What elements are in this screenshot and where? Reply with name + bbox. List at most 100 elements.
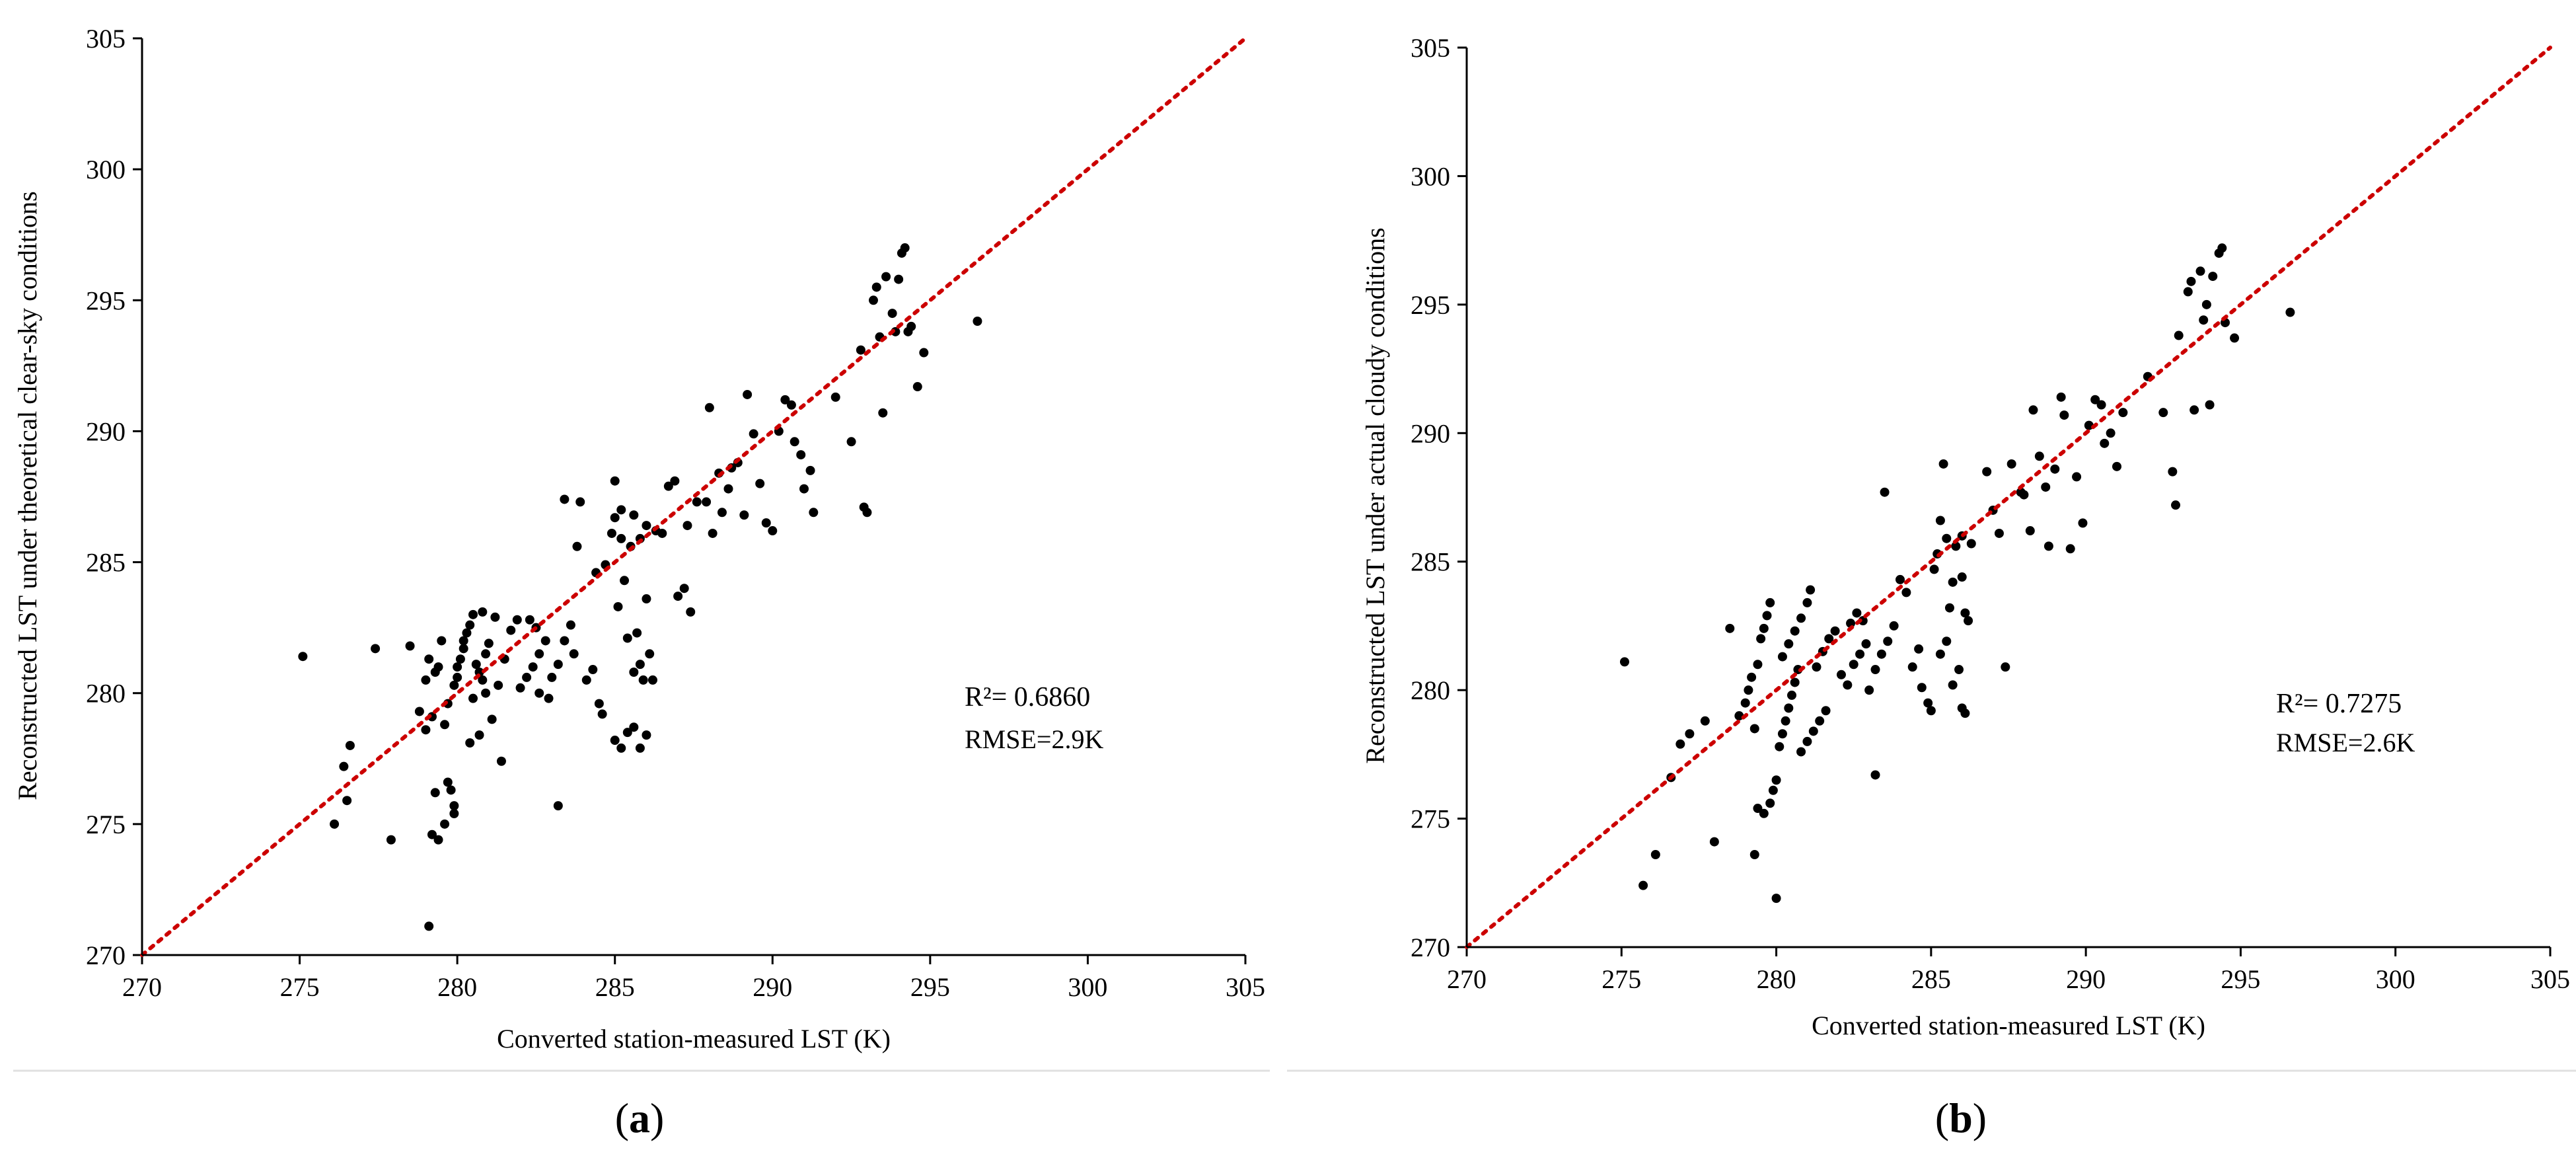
data-point (553, 801, 563, 811)
data-point (1771, 894, 1781, 904)
data-point (2230, 333, 2240, 343)
data-point (2072, 472, 2082, 482)
y-tick-label: 275 (1411, 804, 1450, 834)
y-tick-label: 290 (1411, 418, 1450, 448)
data-point (575, 497, 585, 507)
data-point (610, 513, 620, 523)
panel-caption-letter: b (1949, 1095, 1973, 1141)
data-point (613, 601, 623, 611)
x-tick-label: 290 (753, 972, 792, 1002)
data-point (2100, 438, 2110, 448)
data-point (686, 607, 696, 617)
data-point (528, 662, 538, 672)
data-point (581, 675, 591, 685)
data-point (830, 392, 840, 402)
data-point (560, 494, 570, 504)
data-point (761, 518, 771, 528)
data-point (1982, 467, 1992, 477)
data-point (330, 819, 340, 829)
data-point (679, 584, 689, 594)
data-point (449, 801, 459, 811)
one-to-one-line (140, 36, 1247, 957)
y-tick-label: 270 (86, 941, 126, 970)
data-point (481, 649, 491, 659)
data-point (1744, 685, 1753, 695)
data-point (1619, 657, 1629, 667)
data-point (1753, 660, 1763, 670)
y-tick-label: 270 (1411, 933, 1450, 962)
data-point (484, 638, 494, 648)
data-point (1740, 698, 1750, 708)
data-point (670, 476, 680, 486)
data-point (1994, 528, 2004, 538)
data-point (437, 636, 447, 646)
data-point (616, 533, 626, 543)
data-point (790, 437, 799, 447)
data-point (2118, 408, 2128, 418)
r-squared-annotation: R²= 0.7275 (2276, 689, 2402, 719)
data-point (427, 829, 437, 839)
data-point (2001, 662, 2010, 672)
data-point (487, 714, 497, 724)
data-point (1948, 680, 1958, 690)
data-point (1650, 850, 1660, 860)
data-point (1806, 585, 1816, 595)
panel-caption: (b) (1935, 1095, 1987, 1141)
data-point (440, 720, 450, 730)
panel-caption-letter: a (629, 1095, 650, 1141)
data-point (799, 484, 809, 494)
data-point (2168, 467, 2178, 477)
data-point (2065, 544, 2075, 554)
data-point (446, 785, 456, 795)
data-point (2096, 400, 2106, 410)
data-point (673, 592, 683, 601)
data-point (2078, 518, 2088, 528)
data-point (2006, 459, 2016, 469)
one-to-one-line (1465, 46, 2552, 949)
data-point (647, 675, 657, 685)
data-point (1796, 747, 1806, 757)
data-point (1870, 770, 1880, 780)
data-point (547, 672, 557, 682)
data-point (919, 348, 929, 358)
data-point (1765, 798, 1775, 808)
data-point (1700, 716, 1710, 726)
y-tick-label: 300 (1411, 161, 1450, 191)
data-point (723, 484, 733, 494)
data-point (339, 761, 349, 771)
x-tick-label: 275 (1601, 964, 1641, 994)
data-point (1948, 577, 1958, 587)
x-tick-label: 270 (1447, 964, 1487, 994)
data-point (544, 693, 554, 703)
data-point (566, 620, 575, 630)
data-point (2201, 299, 2211, 309)
data-point (481, 688, 491, 698)
data-point (780, 395, 790, 404)
x-tick-label: 280 (437, 972, 477, 1002)
y-tick-label: 275 (86, 810, 126, 839)
data-point (1790, 677, 1800, 687)
data-point (616, 505, 626, 515)
data-point (635, 660, 645, 670)
data-point (2059, 410, 2069, 420)
data-point (1951, 541, 1961, 551)
data-point (635, 743, 645, 753)
data-point (805, 465, 815, 475)
data-point (2043, 541, 2053, 551)
data-point (1808, 726, 1818, 736)
data-point (1787, 690, 1796, 700)
x-tick-label: 285 (595, 972, 635, 1002)
x-tick-label: 280 (1757, 964, 1796, 994)
data-point (1901, 588, 1911, 597)
data-point (1849, 660, 1858, 670)
data-point (2285, 307, 2295, 317)
data-point (717, 508, 727, 518)
data-point (629, 668, 639, 677)
data-point (594, 699, 604, 709)
data-point (443, 777, 453, 787)
data-point (453, 672, 462, 682)
data-point (1812, 662, 1822, 672)
scatter-points (1619, 243, 2295, 904)
data-point (478, 607, 488, 617)
data-point (1762, 611, 1772, 621)
